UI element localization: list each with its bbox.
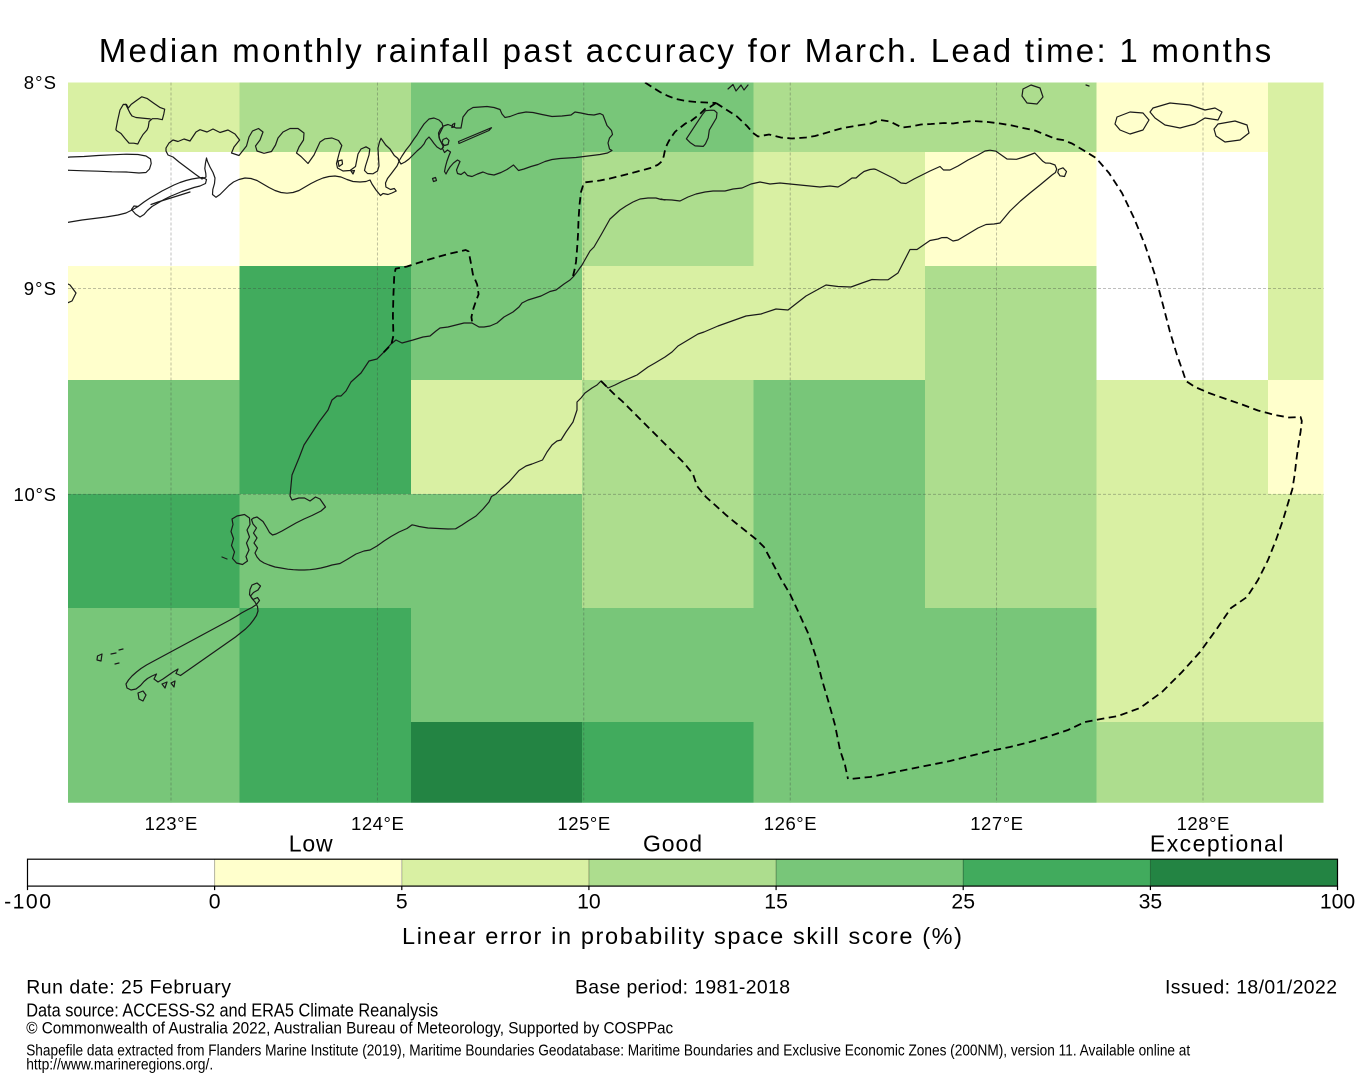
svg-text:35: 35 bbox=[1139, 890, 1163, 913]
svg-text:10: 10 bbox=[577, 890, 601, 913]
svg-text:127°E: 127°E bbox=[970, 813, 1023, 834]
svg-text:0: 0 bbox=[209, 890, 221, 913]
svg-text:Issued: 18/01/2022: Issued: 18/01/2022 bbox=[1165, 977, 1337, 999]
svg-text:123°E: 123°E bbox=[145, 813, 198, 834]
svg-text:100: 100 bbox=[1320, 890, 1355, 913]
svg-text:http://www.marineregions.org/.: http://www.marineregions.org/. bbox=[26, 1057, 213, 1074]
svg-text:© Commonwealth of Australia 20: © Commonwealth of Australia 2022, Austra… bbox=[26, 1020, 673, 1038]
svg-text:Good: Good bbox=[643, 831, 702, 857]
svg-text:9°S: 9°S bbox=[24, 278, 56, 299]
svg-text:Shapefile data extracted from: Shapefile data extracted from Flanders M… bbox=[26, 1043, 1191, 1060]
svg-text:125°E: 125°E bbox=[557, 813, 610, 834]
svg-text:8°S: 8°S bbox=[24, 72, 56, 93]
svg-text:Base period: 1981-2018: Base period: 1981-2018 bbox=[575, 977, 790, 999]
svg-text:-100: -100 bbox=[4, 890, 51, 913]
svg-text:10°S: 10°S bbox=[14, 484, 57, 505]
svg-text:Low: Low bbox=[289, 831, 333, 857]
svg-text:Run date: 25 February: Run date: 25 February bbox=[26, 977, 231, 999]
svg-text:15: 15 bbox=[764, 890, 788, 913]
svg-text:Median monthly rainfall past a: Median monthly rainfall past accuracy fo… bbox=[99, 32, 1272, 69]
svg-text:Data source: ACCESS-S2 and ERA: Data source: ACCESS-S2 and ERA5 Climate … bbox=[26, 1000, 438, 1021]
svg-text:Linear error in probability sp: Linear error in probability space skill … bbox=[402, 923, 962, 949]
svg-text:126°E: 126°E bbox=[764, 813, 817, 834]
svg-text:25: 25 bbox=[951, 890, 975, 913]
svg-text:124°E: 124°E bbox=[351, 813, 404, 834]
svg-text:Exceptional: Exceptional bbox=[1150, 831, 1284, 857]
svg-text:128°E: 128°E bbox=[1177, 813, 1230, 834]
svg-text:5: 5 bbox=[396, 890, 408, 913]
